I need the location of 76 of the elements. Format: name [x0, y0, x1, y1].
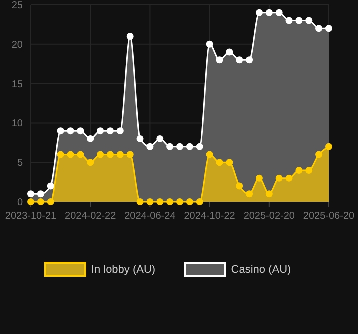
point — [286, 174, 293, 182]
point — [47, 198, 54, 206]
point — [226, 159, 234, 166]
y-tick-label: 0 — [17, 198, 24, 208]
point — [77, 151, 84, 158]
point — [136, 198, 144, 206]
point — [136, 135, 144, 142]
point — [176, 143, 184, 150]
point — [156, 198, 164, 206]
point — [57, 151, 64, 158]
point — [166, 198, 174, 206]
y-tick-label: 20 — [12, 40, 24, 51]
point — [126, 33, 134, 40]
x-tick-label: 2025-02-20 — [244, 211, 296, 222]
point — [28, 198, 34, 206]
y-tick-label: 10 — [12, 118, 24, 130]
y-tick-label: 5 — [17, 158, 24, 170]
point — [87, 159, 94, 166]
point — [116, 128, 124, 135]
point — [67, 128, 74, 135]
point — [176, 198, 184, 206]
point — [156, 135, 164, 142]
point — [296, 17, 303, 24]
point — [97, 128, 104, 135]
point — [146, 198, 154, 206]
point — [326, 25, 332, 32]
point — [246, 56, 254, 64]
x-tick-label: 2024-10-22 — [184, 211, 236, 222]
x-tick-label: 2023-10-21 — [5, 211, 58, 222]
point — [326, 143, 332, 150]
point — [186, 198, 194, 206]
x-tick-label: 2025-06-20 — [303, 211, 356, 222]
point — [216, 159, 224, 166]
point — [67, 151, 74, 158]
x-tick-label: 2024-02-22 — [65, 211, 117, 222]
point — [196, 143, 204, 150]
point — [296, 166, 303, 174]
legend-label: Casino (AU) — [231, 264, 292, 276]
point — [276, 174, 283, 182]
point — [206, 151, 214, 158]
point — [256, 174, 263, 182]
point — [47, 182, 54, 190]
point — [77, 128, 84, 135]
point — [266, 9, 273, 16]
point — [306, 166, 313, 174]
point — [97, 151, 104, 158]
point — [116, 151, 124, 158]
y-tick-label: 25 — [12, 0, 24, 12]
point — [316, 151, 323, 158]
point — [37, 198, 44, 206]
point — [306, 17, 313, 24]
point — [246, 190, 254, 198]
point — [236, 56, 244, 64]
legend-label: In lobby (AU) — [91, 264, 156, 276]
point — [226, 48, 234, 56]
point — [316, 25, 323, 32]
point — [106, 151, 114, 158]
point — [196, 198, 204, 206]
point — [256, 9, 263, 16]
point — [87, 135, 94, 142]
point — [146, 143, 154, 150]
point — [266, 190, 273, 198]
x-tick-label: 2024-06-24 — [124, 211, 176, 222]
point — [28, 190, 34, 198]
y-tick-label: 15 — [12, 79, 24, 90]
point — [106, 128, 114, 135]
point — [286, 17, 293, 24]
point — [57, 128, 64, 135]
point — [276, 9, 283, 16]
point — [166, 143, 174, 150]
point — [206, 40, 214, 48]
point — [37, 190, 44, 198]
point — [216, 56, 224, 64]
point — [236, 182, 244, 190]
point — [186, 143, 194, 150]
point — [126, 151, 134, 158]
